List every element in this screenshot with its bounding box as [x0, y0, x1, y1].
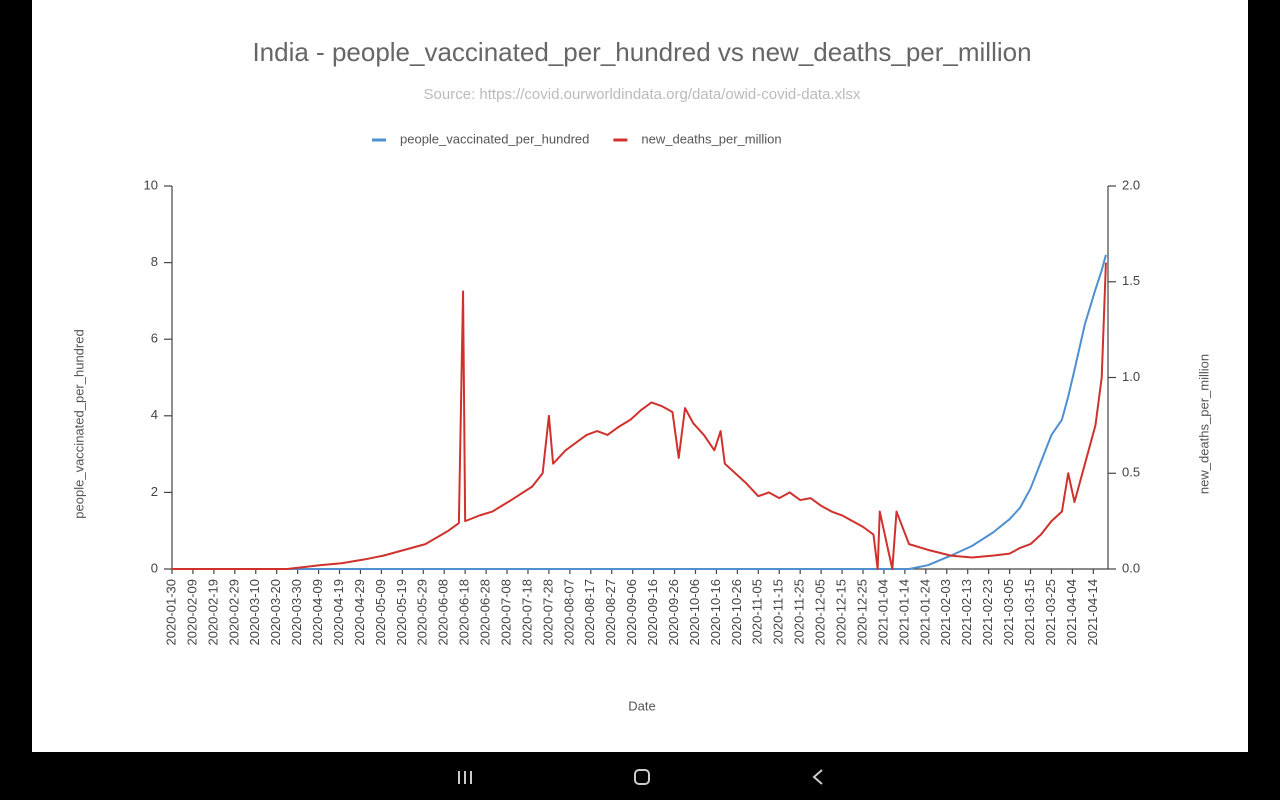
x-tick-label: 2020-05-29: [415, 579, 430, 646]
x-tick-label: 2021-02-13: [959, 579, 974, 646]
y2-tick-label: 0.5: [1122, 465, 1140, 480]
x-tick-label: 2020-08-07: [561, 579, 576, 646]
x-tick-label: 2020-02-29: [226, 579, 241, 646]
x-tick-label: 2021-03-15: [1022, 579, 1037, 646]
chart-background: [32, 0, 1248, 752]
x-tick-label: 2020-12-25: [854, 579, 869, 646]
x-tick-label: 2020-09-16: [645, 579, 660, 646]
recent-apps-button[interactable]: [458, 771, 472, 784]
x-tick-label: 2020-05-09: [373, 579, 388, 646]
y-tick-label: 10: [144, 177, 158, 192]
y2-axis-label: new_deaths_per_million: [1196, 354, 1211, 494]
x-tick-label: 2020-06-08: [436, 579, 451, 646]
y2-tick-label: 2.0: [1122, 177, 1140, 192]
x-tick-label: 2020-07-18: [519, 579, 534, 646]
x-tick-label: 2020-09-26: [666, 579, 681, 646]
x-tick-label: 2020-04-19: [331, 579, 346, 646]
y-tick-label: 2: [151, 484, 158, 499]
series-line: [172, 262, 1107, 570]
x-tick-label: 2020-07-28: [540, 579, 555, 646]
x-tick-label: 2020-10-06: [687, 579, 702, 646]
x-tick-label: 2020-12-15: [834, 579, 849, 646]
x-tick-label: 2020-11-15: [771, 579, 786, 645]
x-tick-label: 2020-08-27: [603, 579, 618, 646]
x-tick-label: 2020-03-20: [268, 579, 283, 646]
x-tick-label: 2021-01-04: [875, 579, 890, 646]
y-tick-label: 8: [151, 254, 158, 269]
x-tick-label: 2020-10-26: [729, 579, 744, 646]
y-axis-label: people_vaccinated_per_hundred: [71, 329, 86, 518]
legend-label: new_deaths_per_million: [641, 131, 781, 146]
y2-tick-label: 1.5: [1122, 273, 1140, 288]
y2-tick-label: 1.0: [1122, 369, 1140, 384]
back-button[interactable]: [812, 769, 823, 785]
x-tick-label: 2020-07-08: [498, 579, 513, 646]
x-tick-label: 2020-11-25: [792, 579, 807, 645]
x-axis-label: Date: [628, 698, 655, 713]
x-tick-label: 2021-03-25: [1043, 579, 1058, 646]
x-tick-label: 2020-09-06: [624, 579, 639, 646]
y-tick-label: 6: [151, 331, 158, 346]
series-line: [172, 254, 1107, 570]
x-tick-label: 2020-04-09: [310, 579, 325, 646]
x-tick-label: 2020-02-19: [205, 579, 220, 646]
x-tick-label: 2021-03-05: [1001, 579, 1016, 646]
x-tick-label: 2020-03-10: [247, 579, 262, 646]
y2-tick-label: 0.0: [1122, 560, 1140, 575]
x-tick-label: 2021-04-14: [1085, 579, 1100, 646]
x-tick-label: 2020-01-30: [163, 579, 178, 646]
x-tick-label: 2020-04-29: [352, 579, 367, 646]
x-tick-label: 2020-06-18: [457, 579, 472, 646]
x-tick-label: 2021-02-03: [938, 579, 953, 646]
x-tick-label: 2020-03-30: [289, 579, 304, 646]
x-tick-label: 2021-01-14: [896, 579, 911, 646]
x-tick-label: 2020-05-19: [394, 579, 409, 646]
y-tick-label: 4: [151, 407, 158, 422]
x-tick-label: 2021-01-24: [917, 579, 932, 646]
y-tick-label: 0: [151, 560, 158, 575]
x-tick-label: 2020-02-09: [184, 579, 199, 646]
x-tick-label: 2020-10-16: [708, 579, 723, 646]
x-tick-label: 2020-11-05: [750, 579, 765, 645]
chart-title: India - people_vaccinated_per_hundred vs…: [252, 37, 1031, 67]
chart-subtitle: Source: https://covid.ourworldindata.org…: [424, 86, 861, 103]
home-button[interactable]: [634, 769, 650, 785]
nav-bar: [458, 769, 823, 785]
x-tick-label: 2021-04-04: [1064, 579, 1079, 646]
x-tick-label: 2021-02-23: [980, 579, 995, 646]
legend-label: people_vaccinated_per_hundred: [400, 131, 589, 146]
x-tick-label: 2020-12-05: [813, 579, 828, 646]
x-tick-label: 2020-06-28: [478, 579, 493, 646]
x-tick-label: 2020-08-17: [582, 579, 597, 646]
